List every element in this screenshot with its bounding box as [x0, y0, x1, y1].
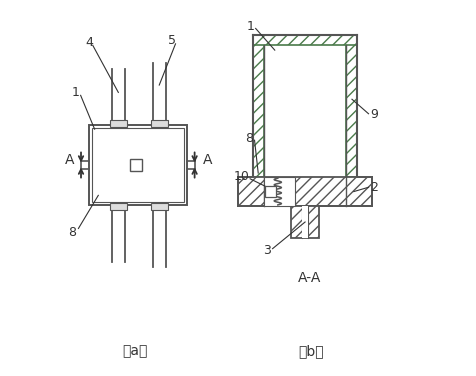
Bar — [109, 203, 127, 210]
Text: （b）: （b） — [299, 345, 324, 359]
Bar — [151, 120, 168, 127]
Bar — [264, 45, 347, 177]
Text: 1: 1 — [71, 86, 79, 99]
Bar — [151, 203, 168, 210]
Bar — [238, 177, 372, 206]
Text: 4: 4 — [85, 36, 93, 49]
Bar — [347, 35, 357, 177]
Text: 5: 5 — [168, 35, 176, 47]
Bar — [109, 120, 127, 127]
Bar — [89, 126, 187, 205]
Text: A-A: A-A — [298, 271, 321, 285]
Text: 8: 8 — [245, 132, 253, 145]
Bar — [92, 128, 184, 202]
Bar — [264, 177, 295, 206]
Text: 9: 9 — [370, 108, 378, 121]
Bar — [253, 35, 357, 45]
Bar — [253, 35, 264, 177]
Bar — [130, 159, 142, 171]
Bar — [291, 206, 319, 238]
Text: 10: 10 — [234, 170, 249, 183]
Text: A: A — [65, 153, 74, 167]
Bar — [265, 186, 276, 197]
Text: 3: 3 — [263, 244, 271, 257]
Text: 1: 1 — [247, 20, 255, 33]
Text: （a）: （a） — [122, 345, 148, 359]
Bar — [302, 206, 308, 238]
Text: 2: 2 — [370, 182, 378, 194]
Text: 8: 8 — [69, 226, 77, 239]
Text: A: A — [203, 153, 213, 167]
